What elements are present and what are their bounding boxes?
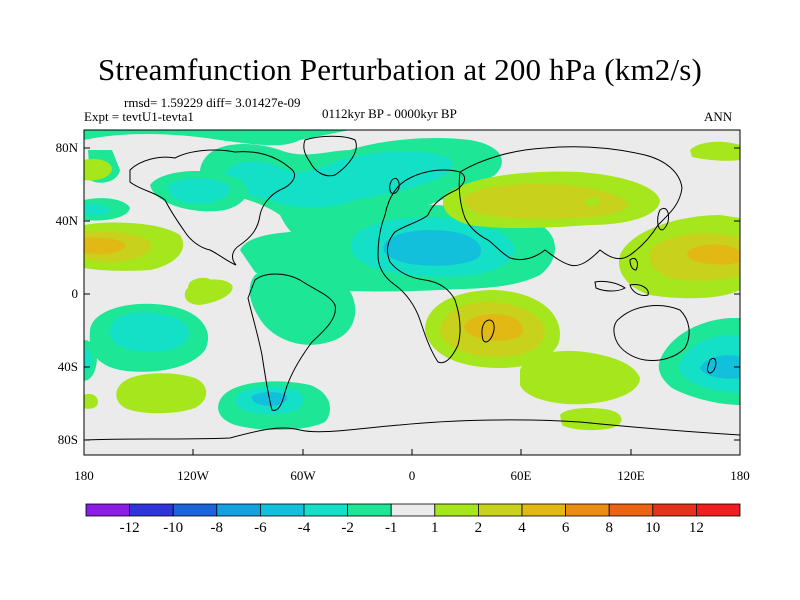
contour-neg2-far-east-pacific	[84, 204, 110, 216]
contour-pos1-south-pacific-2	[84, 393, 98, 409]
lon-label: 120W	[177, 468, 210, 483]
colorbar-swatch	[521, 503, 566, 517]
colorbar-swatch	[303, 503, 348, 517]
colorbar: -12 -10 -8 -6 -4 -2 -1 1 2 4 6 8 10 12	[85, 503, 741, 536]
lat-label: 80N	[56, 140, 79, 155]
contour-pos1-nw-pacific	[690, 141, 740, 161]
contour-neg2-west-pacific-edge	[84, 348, 92, 370]
colorbar-label: 6	[562, 520, 570, 536]
colorbar-swatch	[434, 503, 479, 517]
lat-label: 40N	[56, 213, 79, 228]
contour-pos1-south-pacific	[116, 373, 207, 414]
colorbar-swatch	[216, 503, 261, 517]
lon-label: 180	[74, 468, 94, 483]
coastline-antarctica	[84, 419, 740, 441]
colorbar-label: -2	[341, 520, 354, 536]
colorbar-label: 10	[645, 520, 660, 536]
colorbar-label: -4	[298, 520, 311, 536]
coastline-indonesia	[594, 257, 649, 296]
lat-label: 0	[72, 286, 79, 301]
contour-fills	[84, 130, 740, 431]
coastline-asia	[458, 146, 683, 267]
axis-ticks	[83, 147, 741, 455]
latitude-labels: 80N 40N 0 40S 80S	[56, 140, 79, 447]
colorbar-label: 2	[475, 520, 483, 536]
colorbar-swatch	[172, 503, 218, 517]
contour-pos1-north-pacific-east	[84, 158, 112, 181]
contour-pos1-south-pacific-small	[187, 277, 214, 297]
colorbar-label: 1	[431, 520, 439, 536]
colorbar-swatch	[652, 503, 697, 517]
colorbar-swatch	[129, 503, 174, 517]
contour-pos4-southern-africa	[464, 314, 523, 341]
colorbar-swatch	[565, 503, 610, 517]
coastlines	[84, 135, 740, 441]
coastline-australia	[613, 305, 690, 361]
lon-label: 60E	[511, 468, 532, 483]
coastline-uk	[389, 177, 400, 194]
colorbar-swatch	[696, 503, 741, 517]
colorbar-label: -8	[211, 520, 224, 536]
lat-label: 80S	[58, 432, 78, 447]
contour-pos4-east-asia-pacific	[687, 244, 740, 265]
colorbar-label: -1	[385, 520, 398, 536]
contour-pos2-eurasia	[463, 183, 628, 219]
coastline-greenland	[303, 135, 357, 177]
experiment-label: Expt = tevtU1-tevta1	[84, 109, 194, 124]
contour-neg1-arctic	[84, 130, 350, 146]
lon-label: 180	[730, 468, 750, 483]
coastline-new-zealand	[707, 357, 717, 374]
contour-pos1-indian-ocean	[520, 350, 640, 405]
coastline-north-america	[129, 149, 295, 266]
contour-neg2-south-pacific	[109, 312, 189, 352]
lon-label: 0	[409, 468, 416, 483]
coastline-japan	[657, 207, 669, 231]
longitude-labels: 180 120W 60W 0 60E 120E 180	[74, 468, 750, 483]
lon-label: 60W	[290, 468, 316, 483]
colorbar-label: 12	[689, 520, 704, 536]
colorbar-label: -10	[163, 520, 183, 536]
contour-pos1-south-indian	[560, 407, 622, 431]
contour-pos4-east-pacific	[84, 237, 126, 254]
colorbar-label: 4	[518, 520, 526, 536]
coastline-europe-africa	[377, 169, 465, 364]
contour-neg4-north-africa	[383, 230, 482, 266]
contour-neg2-greenland	[225, 151, 453, 208]
colorbar-swatch	[85, 503, 130, 517]
colorbar-swatch	[390, 503, 436, 517]
colorbar-swatch	[477, 503, 523, 517]
colorbar-swatch	[347, 503, 392, 517]
lat-label: 40S	[58, 359, 78, 374]
colorbar-label: 8	[605, 520, 613, 536]
plot-title: Streamfunction Perturbation at 200 hPa (…	[97, 52, 703, 87]
colorbar-swatch	[259, 503, 305, 517]
season-label: ANN	[704, 109, 733, 124]
period-label: 0112kyr BP - 0000kyr BP	[322, 106, 457, 121]
lon-label: 120E	[617, 468, 645, 483]
colorbar-label: -12	[120, 520, 140, 536]
colorbar-swatch	[608, 503, 654, 517]
colorbar-label: -6	[254, 520, 267, 536]
coastline-madagascar	[481, 319, 495, 343]
contour-pos1-europe-small	[585, 197, 600, 207]
contour-neg2-north-pacific	[167, 177, 230, 204]
coastline-south-america	[247, 273, 336, 411]
stats-line: rmsd= 1.59229 diff= 3.01427e-09	[124, 95, 301, 110]
